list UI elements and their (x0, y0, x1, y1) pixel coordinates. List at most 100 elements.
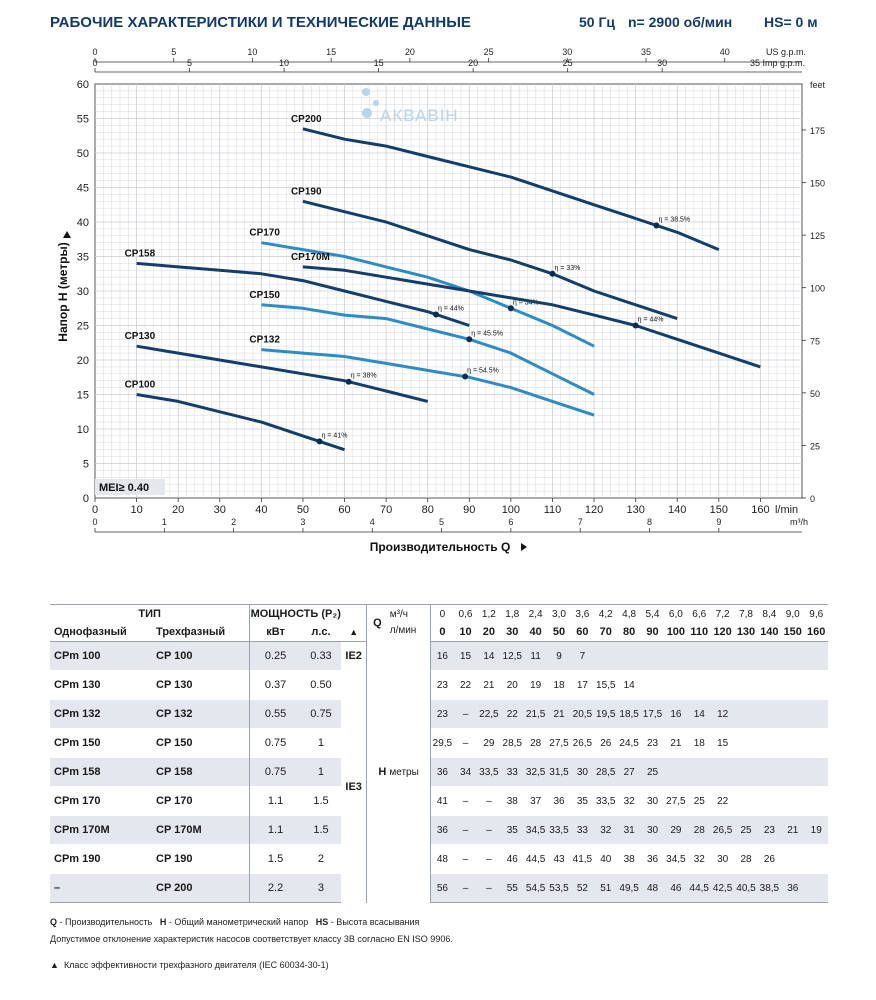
head-value (640, 670, 665, 700)
power-header: МОЩНОСТЬ (P₂) (249, 604, 342, 623)
ie-class-note: ▲ Класс эффективности трехфазного двигат… (50, 957, 850, 974)
x-tick-label: 100 (502, 504, 520, 516)
head-value: 34,5 (664, 844, 688, 874)
head-value (757, 757, 782, 787)
watermark-text: АКВАВІН (380, 106, 459, 125)
single-phase-model: CPm 170M (50, 815, 153, 845)
three-phase-header: Трехфазный (152, 623, 250, 642)
q-lmin-value: 80 (617, 623, 641, 642)
head-value: – (477, 815, 501, 845)
lmin-label: л/мин (389, 625, 417, 636)
x-tick-label: 60 (338, 504, 350, 516)
head-value: 21 (547, 699, 571, 729)
head-value: – (477, 786, 501, 816)
head-value (781, 728, 805, 758)
head-value (734, 670, 758, 700)
feet-tick-label: 150 (810, 179, 825, 189)
note-h-key: H (159, 917, 167, 927)
mei-box-bg (95, 479, 165, 495)
m3h-tick-label: 2 (231, 517, 236, 527)
head-value: 29 (664, 815, 688, 845)
h-unit-cell: H метры (366, 641, 431, 903)
head-value: 17 (570, 670, 595, 700)
single-phase-model: CPm 150 (50, 728, 153, 758)
single-phase-model: CPm 170 (50, 786, 153, 816)
efficiency-label-cp190: η = 33% (554, 265, 580, 272)
y-tick-label: 55 (77, 114, 89, 126)
q-lmin-value: 120 (710, 623, 735, 642)
single-phase-model: – (50, 873, 153, 903)
curve-label-cp132: CP132 (249, 335, 280, 346)
table-row: CPm 150 CP 150 0.75 1 29,5–29 28,5 28 27,5 26,5 2… (50, 728, 828, 758)
head-value: 36 (640, 844, 665, 874)
table-row: CPm 130 CP 130 0.37 0.50 IE3 23 22 21 20 19 18 17 15… (50, 670, 828, 903)
head-value: 30 (640, 786, 665, 816)
feet-tick-label: 25 (810, 441, 820, 451)
x-axis-arrow-icon (521, 543, 527, 551)
head-value (781, 786, 805, 816)
curve-cp190 (302, 199, 678, 321)
q-m3h-value: 7,2 (710, 604, 735, 623)
head-value: – (453, 815, 478, 845)
head-value: 36 (547, 786, 571, 816)
head-value: 27,5 (547, 728, 571, 758)
head-value: 22 (710, 786, 735, 816)
head-value: 54,5 (523, 873, 548, 903)
note-hs-key: HS (315, 917, 329, 927)
table-row: CPm 170 CP 170 1.1 1.5 41– –38 37 36 35 33,5 32 30 2… (50, 786, 828, 816)
three-phase-model: CP 170 (152, 786, 250, 816)
efficiency-point-cp200 (653, 222, 660, 229)
feet-tick-label: 175 (810, 126, 825, 136)
q-lmin-value: 140 (757, 623, 782, 642)
x-axis-title: Производительность Q (370, 540, 511, 554)
ie-class-text: Класс эффективности трехфазного двигател… (63, 960, 329, 970)
y-tick-label: 50 (77, 148, 89, 160)
q-m3h-value: 4,2 (594, 604, 618, 623)
head-value (687, 757, 711, 787)
head-value (664, 670, 688, 700)
q-lmin-value: 160 (804, 623, 828, 642)
head-value: 40,5 (734, 873, 758, 903)
efficiency-point-cp170m (632, 322, 639, 329)
chart-grid (94, 83, 803, 499)
head-value: 36 (781, 873, 805, 903)
efficiency-label-cp132: η = 54.5% (467, 368, 499, 375)
head-value (687, 641, 711, 671)
x-tick-label: 160 (751, 504, 769, 516)
power-hp: 0.75 (300, 699, 342, 729)
head-value: 22 (453, 670, 478, 700)
x-tick-label: 70 (380, 504, 392, 516)
head-value (781, 699, 805, 729)
table-subheader-row: Однофазный Трехфазный кВт л.с. ▲ 0 10 20 30 40 50 6… (50, 623, 828, 642)
head-value: 30 (570, 757, 595, 787)
head-value: 7 (570, 641, 595, 671)
power-kw: 0.55 (249, 699, 301, 729)
spec-table: ТИП МОЩНОСТЬ (P₂) Qм³/ч л/мин 0 0,6 1,2 1,8 2,4 3… (50, 604, 828, 903)
q-m3h-value: 1,2 (477, 604, 501, 623)
feet-tick-label: 100 (810, 284, 825, 294)
power-kw: 0.37 (249, 670, 301, 700)
head-value (734, 757, 758, 787)
q-m3h-value: 3,0 (547, 604, 571, 623)
head-value: 28,5 (594, 757, 618, 787)
m3h-label: м³/ч (389, 609, 408, 620)
head-value: 30 (640, 815, 665, 845)
head-value: 35 (500, 815, 524, 845)
head-value: 14 (617, 670, 641, 700)
head-value (804, 757, 828, 787)
head-value (734, 786, 758, 816)
y-tick-label: 30 (77, 286, 89, 298)
head-value: 27,5 (664, 786, 688, 816)
power-hp: 1.5 (300, 786, 342, 816)
us-gpm-tick-label: 5 (171, 47, 176, 57)
head-value: 24,5 (617, 728, 641, 758)
y-tick-label: 5 (83, 459, 89, 471)
head-value: 48 (640, 873, 665, 903)
head-value: 26 (757, 844, 782, 874)
watermark: АКВАВІН (362, 88, 459, 125)
head-value: 21 (477, 670, 501, 700)
us-gpm-tick-label: 10 (247, 47, 257, 57)
imp-gpm-tick-label: 15 (374, 58, 384, 68)
q-lmin-value: 60 (570, 623, 595, 642)
type-header: ТИП (50, 604, 250, 623)
